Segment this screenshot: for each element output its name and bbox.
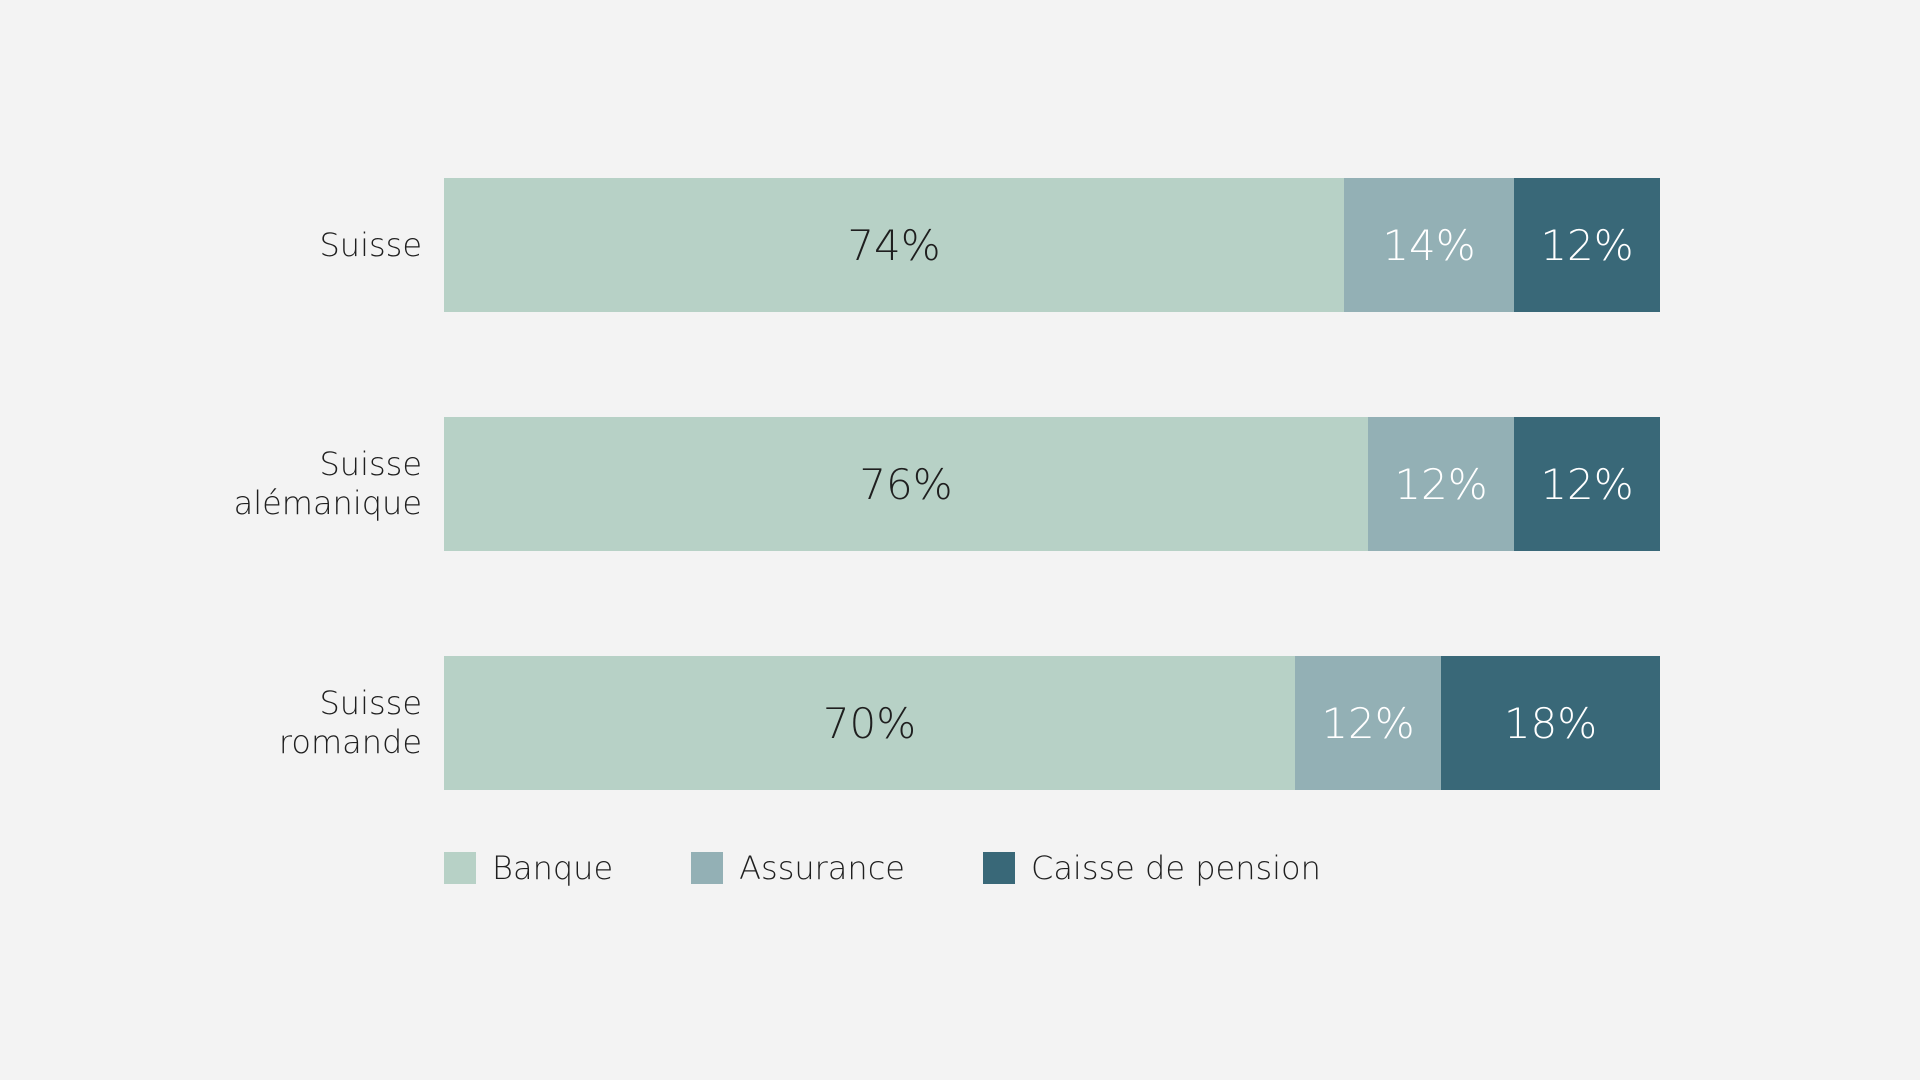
category-label-line: Suisse — [319, 684, 422, 722]
legend-item: Caisse de pension — [982, 849, 1321, 887]
bar-segment-assurance: 12% — [1368, 417, 1514, 551]
bar-segment-assurance: 14% — [1344, 178, 1514, 312]
bar-segment-caisse-de-pension: 12% — [1514, 417, 1660, 551]
data-label: 12% — [1394, 459, 1488, 509]
category-label-line: alémanique — [233, 484, 422, 522]
chart-legend: Banque Assurance Caisse de pension — [444, 849, 1399, 887]
legend-item: Assurance — [691, 849, 905, 887]
data-label: 70% — [822, 698, 917, 748]
category-label: Suisse alémanique — [122, 445, 422, 523]
category-label-line: Suisse — [319, 445, 422, 483]
legend-label: Assurance — [739, 849, 905, 887]
legend-item: Banque — [444, 849, 613, 887]
legend-label: Caisse de pension — [1030, 849, 1321, 887]
data-label: 18% — [1503, 698, 1598, 748]
data-label: 76% — [859, 459, 953, 509]
data-label: 74% — [847, 220, 941, 270]
data-label: 12% — [1540, 459, 1634, 509]
bar-segment-assurance: 12% — [1295, 656, 1441, 790]
bar-segment-caisse-de-pension: 18% — [1441, 656, 1660, 790]
bar-segment-caisse-de-pension: 12% — [1514, 178, 1660, 312]
legend-swatch — [691, 852, 724, 884]
legend-swatch — [982, 852, 1015, 884]
category-label-line: romande — [278, 723, 422, 761]
category-label: Suisse — [122, 226, 422, 265]
legend-swatch — [444, 852, 476, 884]
bar-segment-banque: 74% — [444, 178, 1344, 312]
bar-segment-banque: 70% — [444, 656, 1295, 790]
data-label: 12% — [1540, 220, 1634, 270]
category-label-line: Suisse — [319, 225, 422, 264]
category-label: Suisse romande — [122, 684, 422, 762]
data-label: 14% — [1382, 220, 1476, 270]
data-label: 12% — [1321, 698, 1415, 748]
bar-segment-banque: 76% — [444, 417, 1368, 551]
legend-label: Banque — [492, 849, 614, 887]
